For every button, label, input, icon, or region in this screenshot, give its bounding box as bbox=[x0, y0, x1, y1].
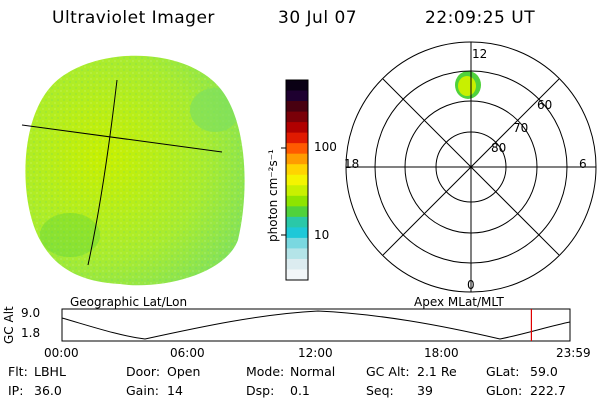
colorbar-band bbox=[286, 111, 308, 123]
intensity-colorbar bbox=[281, 79, 309, 281]
mlat-label-60: 60 bbox=[537, 98, 553, 112]
mlt-label-0: 0 bbox=[467, 278, 475, 292]
status-mode-value: Normal bbox=[290, 364, 336, 379]
status-flt-value: LBHL bbox=[34, 364, 66, 379]
colorbar-band bbox=[286, 269, 308, 281]
status-dsp-value: 0.1 bbox=[290, 383, 310, 398]
mlat-label-80: 80 bbox=[491, 141, 507, 155]
status-mode-label: Mode: bbox=[246, 364, 285, 379]
status-seq-label: Seq: bbox=[366, 383, 394, 398]
alt-tick-9: 9.0 bbox=[21, 306, 41, 320]
colorbar-band bbox=[286, 248, 308, 260]
status-dsp-label: Dsp: bbox=[246, 383, 275, 398]
colorbar-tick-100: 100 bbox=[314, 140, 337, 154]
time-tick-0600: 06:00 bbox=[170, 346, 205, 360]
colorbar-band bbox=[286, 90, 308, 102]
colorbar-band bbox=[286, 122, 308, 134]
colorbar-band bbox=[286, 174, 308, 186]
status-seq-value: 39 bbox=[417, 383, 433, 398]
instrument-title: Ultraviolet Imager bbox=[52, 8, 215, 28]
observation-time: 22:09:25 UT bbox=[425, 8, 536, 28]
colorbar-band bbox=[286, 185, 308, 197]
status-glon-label: GLon: bbox=[486, 383, 523, 398]
mlt-label-12: 12 bbox=[472, 47, 488, 61]
mlt-label-18: 18 bbox=[344, 157, 360, 171]
colorbar-band bbox=[286, 143, 308, 155]
status-ip-label: IP: bbox=[8, 383, 24, 398]
colorbar-band bbox=[286, 206, 308, 218]
status-gain-label: Gain: bbox=[126, 383, 159, 398]
mlt-label-6: 6 bbox=[579, 157, 587, 171]
alt-tick-1-8: 1.8 bbox=[21, 326, 41, 340]
colorbar-band bbox=[286, 227, 308, 239]
colorbar-band bbox=[286, 80, 308, 92]
time-tick-1200: 12:00 bbox=[298, 346, 333, 360]
colorbar-band bbox=[286, 195, 308, 207]
colorbar-band bbox=[286, 216, 308, 228]
colorbar-band bbox=[286, 164, 308, 176]
status-glon-value: 222.7 bbox=[530, 383, 566, 398]
status-ip-value: 36.0 bbox=[34, 383, 62, 398]
polar-panel-label: Apex MLat/MLT bbox=[414, 295, 504, 309]
status-door-value: Open bbox=[167, 364, 201, 379]
geo-lat-line bbox=[21, 124, 223, 153]
mlat-label-70: 70 bbox=[513, 121, 529, 135]
time-tick-0000: 00:00 bbox=[44, 346, 79, 360]
colorbar-tick-10: 10 bbox=[314, 228, 330, 242]
status-gcalt-label: GC Alt: bbox=[366, 364, 410, 379]
observation-date: 30 Jul 07 bbox=[278, 8, 358, 28]
status-gain-value: 14 bbox=[167, 383, 183, 398]
colorbar-band bbox=[286, 153, 308, 165]
colorbar-band bbox=[286, 237, 308, 249]
time-tick-1800: 18:00 bbox=[424, 346, 459, 360]
geo-lon-line bbox=[87, 79, 118, 266]
time-tick-2359: 23:59 bbox=[556, 346, 591, 360]
status-flt-label: Flt: bbox=[8, 364, 28, 379]
colorbar-band bbox=[286, 132, 308, 144]
status-glat-label: GLat: bbox=[486, 364, 520, 379]
status-gcalt-value: 2.1 Re bbox=[417, 364, 457, 379]
colorbar-band bbox=[286, 101, 308, 113]
geo-panel-label: Geographic Lat/Lon bbox=[70, 295, 188, 309]
colorbar-band bbox=[286, 258, 308, 270]
altitude-curve bbox=[61, 310, 571, 340]
status-door-label: Door: bbox=[126, 364, 161, 379]
status-glat-value: 59.0 bbox=[530, 364, 558, 379]
